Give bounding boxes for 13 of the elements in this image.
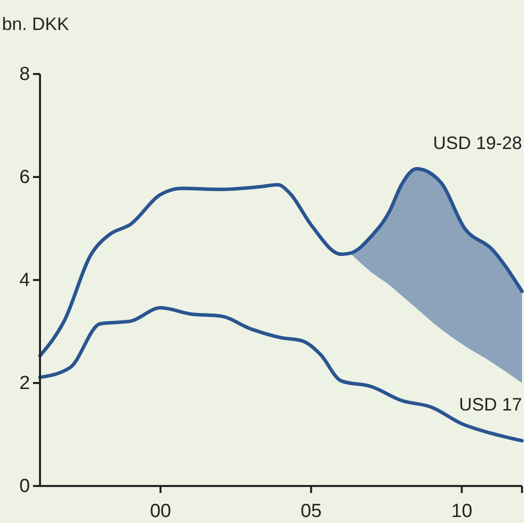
line-series [38, 167, 524, 358]
y-axis-title: bn. DKK [2, 14, 70, 34]
line-series [38, 306, 524, 442]
x-tick-label: 00 [150, 500, 172, 522]
y-tick-label: 4 [19, 270, 30, 292]
series-label: USD 17 [458, 394, 522, 415]
y-tick-label: 6 [19, 167, 30, 188]
y-tick-label: 2 [19, 373, 30, 394]
x-tick-label: 10 [451, 500, 472, 522]
x-tick-label: 05 [300, 500, 322, 522]
y-tick-label: 0 [19, 476, 30, 498]
y-tick-label: 8 [19, 64, 30, 86]
series-label: USD 19-28 [432, 132, 522, 153]
